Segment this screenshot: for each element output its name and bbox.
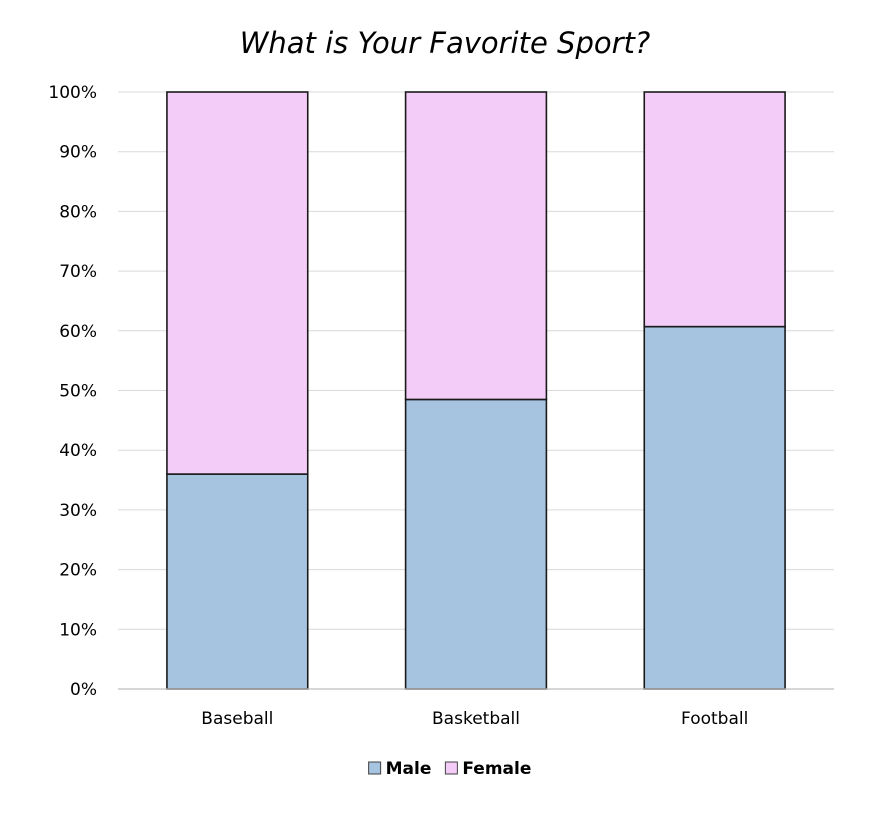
y-tick-label: 50%: [59, 382, 97, 402]
legend-label: Male: [386, 759, 432, 779]
bar-male-baseball: [166, 473, 309, 690]
y-tick-label: 30%: [59, 501, 97, 521]
y-tick-label: 70%: [59, 262, 97, 282]
y-tick-label: 80%: [59, 202, 97, 222]
legend-swatch: [444, 761, 458, 775]
bars: [166, 91, 786, 690]
y-tick-label: 100%: [48, 83, 97, 103]
bar-female-football: [643, 91, 786, 328]
legend-swatch: [368, 761, 382, 775]
y-tick-label: 60%: [59, 322, 97, 342]
x-category-label: Football: [681, 709, 748, 729]
y-tick-label: 40%: [59, 441, 97, 461]
y-tick-label: 0%: [70, 680, 97, 700]
legend-label: Female: [462, 759, 531, 779]
x-category-label: Baseball: [201, 709, 273, 729]
x-axis-categories: Baseball Basketball Football: [201, 709, 748, 729]
chart-title: What is Your Favorite Sport?: [240, 26, 651, 60]
x-category-label: Basketball: [432, 709, 520, 729]
y-tick-label: 20%: [59, 561, 97, 581]
bar-male-basketball: [404, 398, 548, 690]
bar-female-basketball: [404, 91, 548, 401]
legend-item-male: Male: [368, 759, 432, 779]
legend: Male Female: [368, 759, 531, 779]
bar-female-baseball: [166, 91, 309, 475]
bar-male-football: [643, 325, 786, 690]
y-axis-ticks: 0% 10% 20% 30% 40% 50% 60% 70% 80% 90% 100%: [48, 83, 97, 700]
legend-item-female: Female: [444, 759, 531, 779]
y-tick-label: 90%: [59, 143, 97, 163]
y-tick-label: 10%: [59, 620, 97, 640]
